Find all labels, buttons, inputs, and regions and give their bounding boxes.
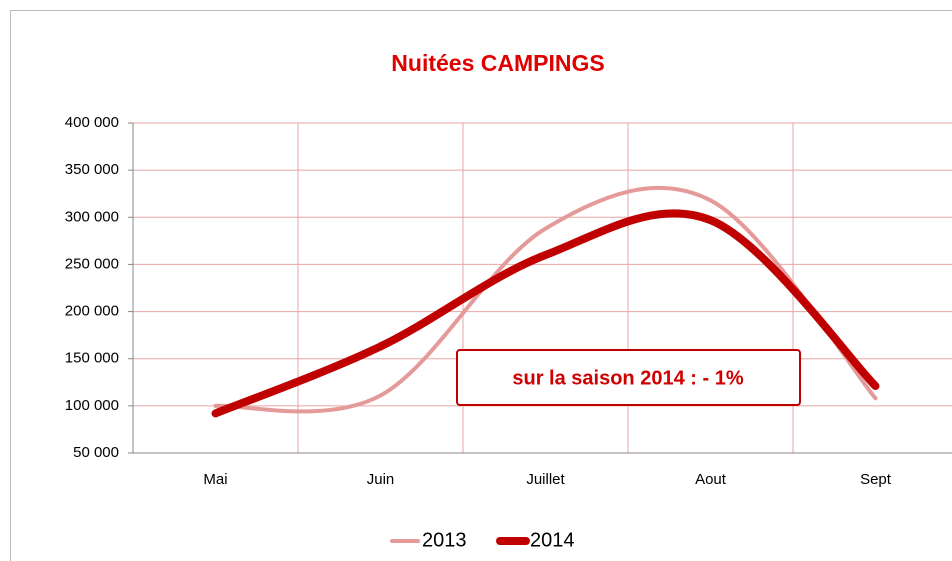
y-tick-label: 150 000 [65,350,119,367]
annotation: sur la saison 2014 : - 1% [512,367,743,389]
legend-label: 2014 [530,529,575,551]
y-tick-label: 200 000 [65,303,119,320]
x-tick-label: Mai [203,471,227,488]
y-tick-label: 100 000 [65,397,119,414]
y-tick-label: 250 000 [65,255,119,272]
x-tick-label: Sept [860,471,892,488]
line-series [211,209,880,418]
legend-label: 2013 [422,529,467,551]
y-tick-label: 50 000 [73,444,119,461]
x-tick-label: Juin [367,471,395,488]
x-tick-label: Aout [695,471,727,488]
y-tick-label: 350 000 [65,161,119,178]
annotation-box [456,349,801,406]
line-series [213,185,878,414]
x-tick-label: Juillet [526,471,565,488]
chart-title: Nuitées CAMPINGS [391,50,604,76]
y-tick-label: 400 000 [65,114,119,131]
y-tick-label: 300 000 [65,208,119,225]
